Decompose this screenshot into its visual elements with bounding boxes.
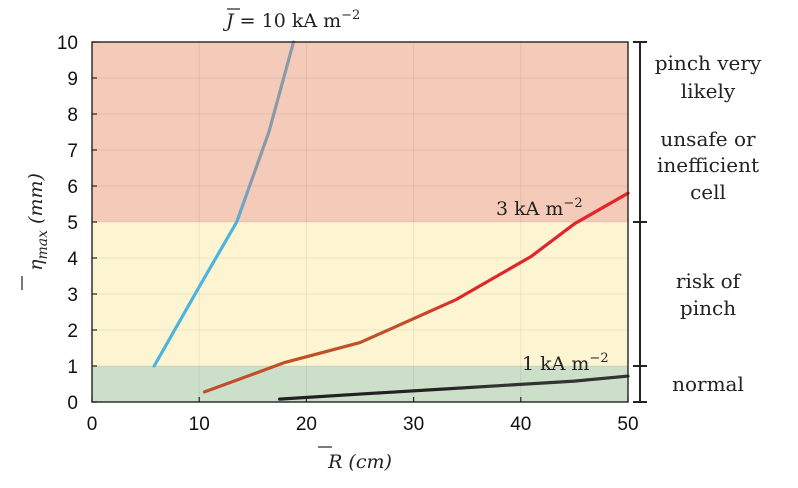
series-label-3: 1 kA m−2 [522,351,609,375]
series-lines [152,40,630,401]
x-axis-label: R (cm) [327,451,392,473]
zone-bracket [633,41,647,403]
axis-ticks: 0 10 20 30 40 50 0 1 2 3 4 5 6 7 8 9 10 [57,33,639,435]
y-tick-label: 5 [67,213,78,234]
y-tick-label: 9 [67,69,78,90]
zone-label-3: pinch [680,296,736,320]
y-tick-label: 1 [67,357,78,378]
series-label-2: 3 kA m−2 [496,196,583,220]
region-bands [92,42,628,402]
zone-label-2: cell [690,180,726,204]
zone-label-1: likely [681,79,736,103]
zone-label-4: normal [672,372,744,396]
series-line-2 [202,191,630,394]
series-line-3 [278,374,630,401]
y-tick-label: 6 [67,177,78,198]
y-axis-label: ηmax (mm) [25,173,51,271]
region-unsafe [92,42,628,222]
y-tick-label: 4 [67,249,78,270]
y-tick-label: 3 [67,285,78,306]
y-tick-label: 7 [67,141,78,162]
y-tick-label: 8 [67,105,78,126]
x-tick-label: 10 [189,414,210,435]
zone-label-2: unsafe or [660,127,756,151]
zone-label-1: pinch very [655,51,762,75]
x-tick-label: 30 [403,414,424,435]
x-tick-label: 0 [87,414,98,435]
y-tick-label: 2 [67,321,78,342]
x-tick-label: 50 [617,414,638,435]
series-line-1 [152,40,296,368]
x-tick-label: 40 [510,414,531,435]
gridlines [91,41,629,403]
y-tick-label: 10 [57,33,78,54]
zone-label-2: inefficient [657,153,759,177]
x-tick-label: 20 [296,414,317,435]
zone-label-3: risk of [676,269,742,293]
series-label-1: J = 10 kA m−2 [222,8,360,32]
y-tick-label: 0 [67,393,78,414]
